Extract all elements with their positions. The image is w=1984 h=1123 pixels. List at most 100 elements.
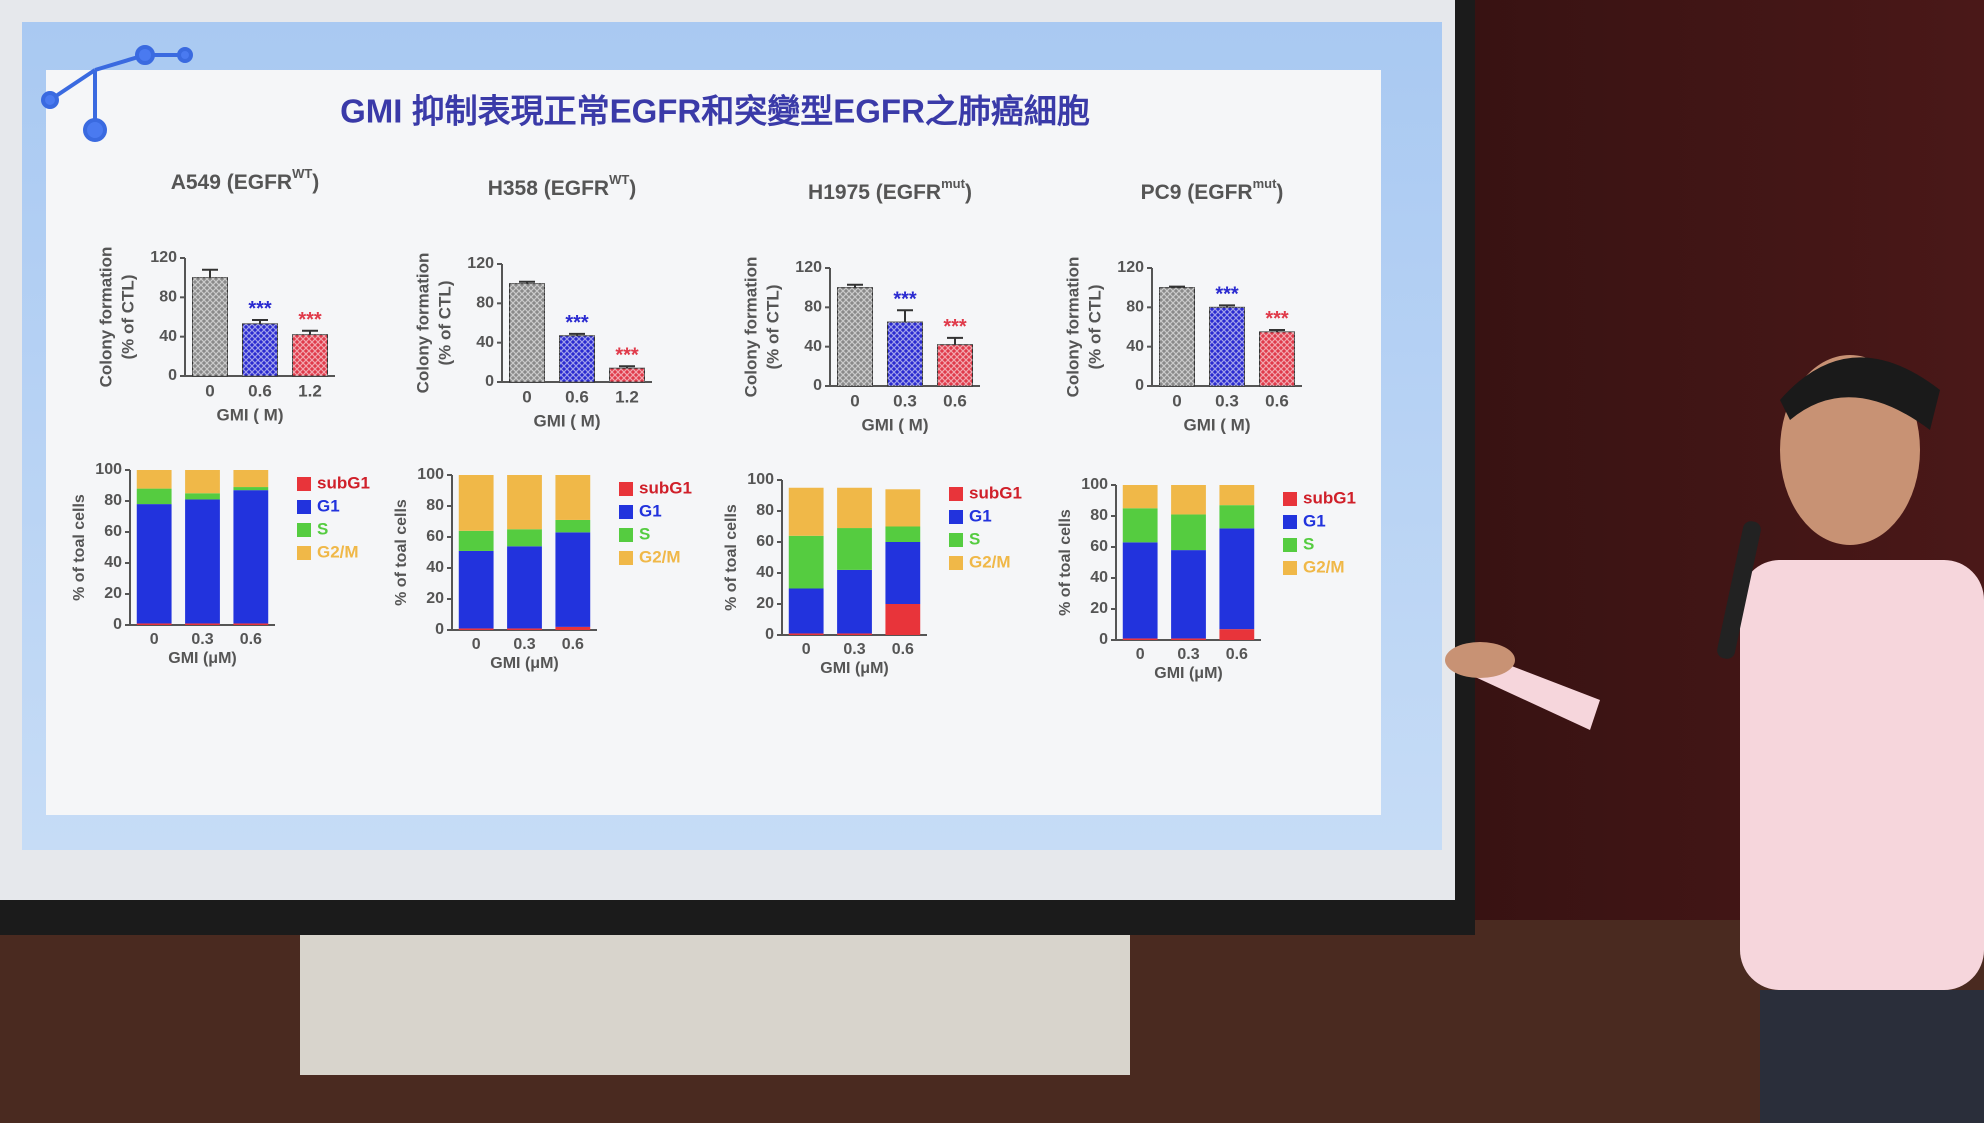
- x-tick-label: 0: [802, 641, 811, 658]
- legend-label: S: [639, 524, 650, 543]
- slide: [46, 70, 1381, 815]
- legend-label: S: [969, 529, 980, 548]
- error-bar: [519, 280, 535, 284]
- y-tick-label: 0: [813, 377, 822, 394]
- y-axis-title: (% of CTL): [435, 281, 454, 366]
- bar-hatch: [1209, 307, 1245, 386]
- y-tick-label: 40: [804, 338, 822, 355]
- y-axis-title: % of toal cells: [71, 494, 88, 601]
- bar-segment: [555, 532, 591, 627]
- error-bar: [252, 318, 268, 324]
- bar-segment: [458, 475, 494, 531]
- y-tick-label: 100: [95, 461, 122, 478]
- panel-title: A549 (EGFRWT): [171, 166, 320, 193]
- title-part: ): [965, 181, 972, 204]
- y-tick-label: 80: [1090, 507, 1108, 524]
- bar-segment: [1122, 638, 1158, 640]
- x-tick-label: 0.6: [240, 631, 262, 648]
- bar-hatch: [837, 287, 873, 386]
- bar-segment: [1219, 485, 1255, 506]
- y-axis-title: Colony formation: [413, 253, 432, 394]
- bar-hatch: [242, 323, 278, 376]
- error-bar: [847, 283, 863, 288]
- x-axis-title: GMI ( M): [216, 405, 283, 424]
- bar-segment: [788, 633, 824, 635]
- bar-segment: [1219, 528, 1255, 630]
- y-tick-label: 80: [1126, 299, 1144, 316]
- y-tick-label: 0: [765, 626, 774, 643]
- bar-segment: [1171, 550, 1206, 639]
- x-tick-label: 0.6: [892, 641, 914, 658]
- x-axis-title: GMI (μM): [820, 660, 888, 677]
- title-superscript: WT: [292, 166, 312, 181]
- slide-title: GMI 抑制表現正常EGFR和突變型EGFR之肺癌細胞: [340, 93, 1090, 130]
- significance: ***: [1265, 308, 1289, 330]
- y-tick-label: 60: [426, 528, 444, 545]
- y-tick-label: 80: [104, 492, 122, 509]
- bar-segment: [1171, 514, 1206, 551]
- legend-swatch: [949, 510, 963, 524]
- legend-label: G1: [317, 496, 340, 515]
- x-tick-label: 0.6: [565, 387, 589, 406]
- x-tick-label: 0.6: [248, 381, 272, 400]
- x-tick-label: 0.3: [191, 631, 213, 648]
- x-tick-label: 0.3: [513, 636, 535, 653]
- y-tick-label: 40: [426, 559, 444, 576]
- title-part: ): [312, 171, 319, 194]
- legend-swatch: [297, 523, 311, 537]
- legend-label: subG1: [969, 483, 1022, 502]
- bar-segment: [458, 628, 494, 630]
- bar-segment: [185, 499, 220, 624]
- bar-hatch: [1159, 287, 1195, 386]
- legend-label: G2/M: [317, 542, 359, 561]
- bar-segment: [458, 550, 494, 629]
- x-tick-label: 0.6: [1265, 391, 1289, 410]
- bar-segment: [885, 604, 921, 635]
- bar-hatch: [509, 283, 545, 382]
- error-bar: [302, 329, 318, 335]
- significance: ***: [943, 316, 967, 338]
- y-tick-label: 40: [159, 328, 177, 345]
- y-tick-label: 100: [1081, 476, 1108, 493]
- legend-label: subG1: [639, 478, 692, 497]
- title-part: H1975 (EGFR: [808, 181, 941, 204]
- bar-hatch: [937, 344, 973, 386]
- bar-segment: [788, 535, 824, 589]
- molecule-decoration: [41, 45, 193, 142]
- y-tick-label: 120: [467, 255, 494, 272]
- legend-swatch: [619, 551, 633, 565]
- x-tick-label: 0.3: [843, 641, 865, 658]
- y-axis-title: % of toal cells: [393, 499, 410, 606]
- bar-segment: [185, 470, 220, 494]
- y-tick-label: 0: [435, 621, 444, 638]
- bar-segment: [507, 529, 542, 547]
- bar-segment: [233, 470, 269, 488]
- error-bar: [1269, 328, 1285, 332]
- legend-label: G2/M: [1303, 557, 1345, 576]
- x-tick-label: 0.3: [1177, 646, 1199, 663]
- legend-swatch: [1283, 492, 1297, 506]
- x-axis-title: GMI ( M): [533, 411, 600, 430]
- y-tick-label: 40: [1126, 338, 1144, 355]
- y-tick-label: 20: [756, 595, 774, 612]
- significance: ***: [298, 309, 322, 331]
- bar-segment: [233, 623, 269, 625]
- x-tick-label: 0.6: [1226, 646, 1248, 663]
- significance: ***: [1215, 284, 1239, 306]
- y-axis-title: (% of CTL): [118, 275, 137, 360]
- bar-segment: [185, 623, 220, 625]
- y-tick-label: 80: [804, 299, 822, 316]
- bar-segment: [1219, 505, 1255, 529]
- legend-swatch: [297, 546, 311, 560]
- y-axis-title: Colony formation: [96, 247, 115, 388]
- y-tick-label: 20: [104, 585, 122, 602]
- title-superscript: WT: [609, 172, 629, 187]
- bar-hatch: [559, 335, 595, 382]
- panel-title: H1975 (EGFRmut): [808, 176, 972, 203]
- y-axis-title: % of toal cells: [1057, 509, 1074, 616]
- bar-segment: [837, 633, 872, 635]
- bar-segment: [185, 493, 220, 500]
- bar-segment: [1122, 542, 1158, 639]
- title-superscript: mut: [941, 176, 966, 191]
- bar-segment: [837, 528, 872, 570]
